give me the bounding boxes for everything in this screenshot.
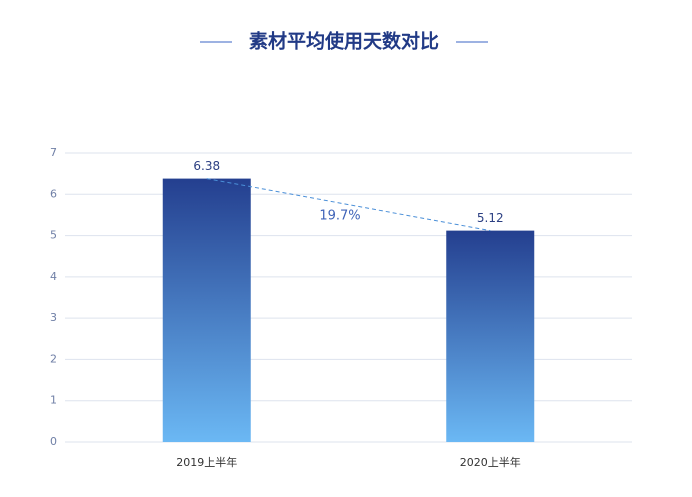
value-label: 5.12 bbox=[477, 211, 504, 225]
y-tick-label: 4 bbox=[50, 270, 57, 283]
change-connector bbox=[206, 178, 491, 232]
y-tick-label: 3 bbox=[50, 311, 57, 324]
annotation: 19.7% bbox=[319, 209, 360, 224]
x-tick-label: 2020上半年 bbox=[460, 455, 521, 469]
y-tick-label: 2 bbox=[50, 352, 57, 365]
y-tick-label: 6 bbox=[50, 187, 57, 200]
y-tick-label: 7 bbox=[50, 146, 57, 159]
y-tick-label: 0 bbox=[50, 435, 57, 448]
x-tick-label: 2019上半年 bbox=[176, 455, 237, 469]
chart-title: 素材平均使用天数对比 bbox=[249, 30, 439, 53]
plot-area: 0 1 2 3 4 5 6 7 2019上半年 6.38 2020上半年 5.12 19.7% bbox=[50, 146, 632, 469]
value-label: 6.38 bbox=[193, 159, 220, 173]
bar bbox=[162, 178, 251, 442]
y-tick-label: 1 bbox=[50, 394, 57, 407]
bar bbox=[446, 230, 535, 442]
y-tick-label: 5 bbox=[50, 229, 57, 242]
